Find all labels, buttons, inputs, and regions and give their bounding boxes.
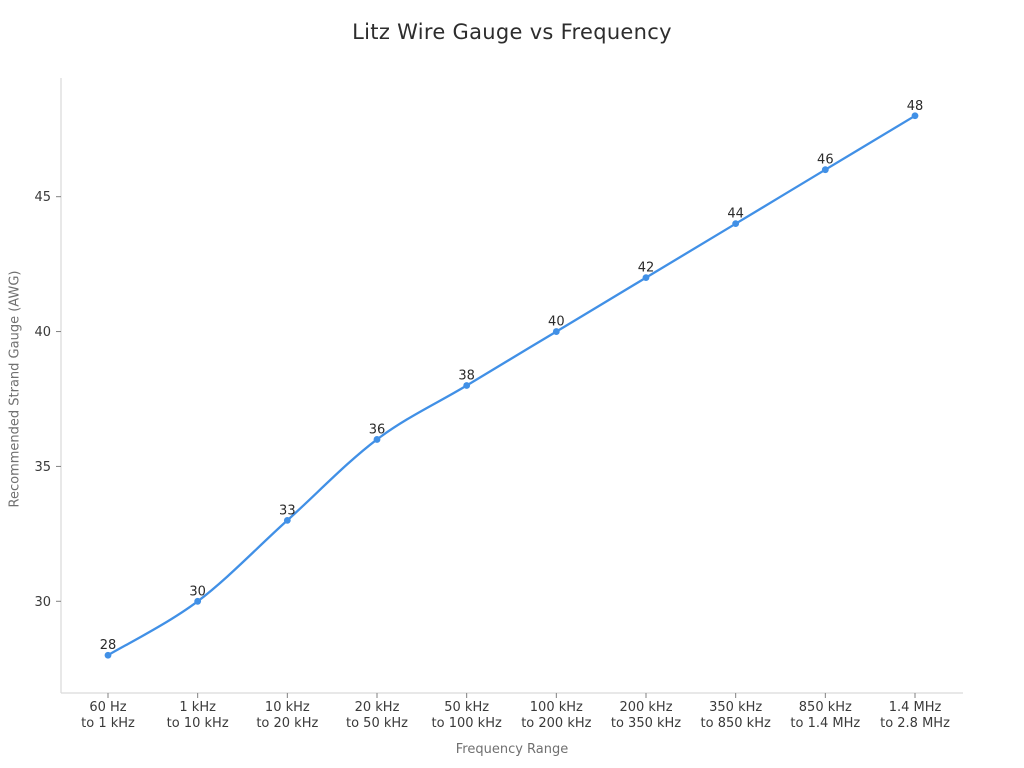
data-point-label: 44	[727, 207, 744, 222]
x-tick-label-line2: to 1 kHz	[81, 716, 135, 731]
x-tick-label-line1: 100 kHz	[530, 700, 583, 715]
x-tick-label-line1: 200 kHz	[619, 700, 672, 715]
data-point-marker	[104, 651, 112, 659]
x-tick-label-line1: 10 kHz	[265, 700, 310, 715]
data-point-marker	[911, 112, 919, 120]
data-point-label: 48	[907, 99, 924, 114]
x-axis-title: Frequency Range	[455, 742, 569, 757]
y-tick-label: 35	[34, 460, 51, 475]
x-tick-label-line2: to 2.8 MHz	[880, 716, 950, 731]
x-tick-label-line1: 1 kHz	[179, 700, 216, 715]
x-tick-label-line1: 1.4 MHz	[889, 700, 942, 715]
y-tick-label: 45	[34, 190, 51, 205]
chart-title: Litz Wire Gauge vs Frequency	[352, 20, 672, 44]
data-point-label: 46	[817, 153, 834, 168]
data-point-marker	[463, 382, 471, 389]
x-tick-label-line1: 50 kHz	[444, 700, 489, 715]
series-line	[106, 114, 917, 657]
y-tick-label: 40	[34, 325, 51, 340]
x-tick-label-line2: to 10 kHz	[167, 716, 229, 731]
data-point-marker	[821, 166, 829, 174]
data-point-marker	[732, 220, 740, 228]
data-point-marker	[283, 516, 291, 524]
x-tick-label-line2: to 350 kHz	[611, 716, 681, 731]
data-point-marker	[373, 436, 381, 443]
x-tick-label-line1: 20 kHz	[355, 700, 400, 715]
x-tick-label-line1: 60 Hz	[89, 700, 126, 715]
x-tick-label-line2: to 1.4 MHz	[790, 716, 860, 731]
data-point-marker	[552, 328, 560, 335]
data-point-label: 33	[279, 503, 296, 518]
data-point-label: 36	[369, 422, 386, 437]
x-tick-label-line1: 350 kHz	[709, 700, 762, 715]
y-tick-label: 30	[34, 595, 51, 610]
data-point-label: 38	[458, 369, 475, 384]
x-tick-label-line2: to 100 kHz	[432, 716, 502, 731]
data-point-label: 40	[548, 315, 565, 330]
x-tick-label-line2: to 50 kHz	[346, 716, 408, 731]
data-point-marker	[194, 597, 202, 605]
x-tick-label-line2: to 200 kHz	[521, 716, 591, 731]
x-tick-label-line2: to 850 kHz	[701, 716, 771, 731]
x-tick-label-line1: 850 kHz	[799, 700, 852, 715]
x-tick-label-line2: to 20 kHz	[256, 716, 318, 731]
data-point-marker	[642, 274, 650, 282]
data-point-label: 30	[189, 584, 206, 599]
data-point-label: 42	[638, 261, 655, 276]
data-point-label: 28	[100, 638, 117, 653]
